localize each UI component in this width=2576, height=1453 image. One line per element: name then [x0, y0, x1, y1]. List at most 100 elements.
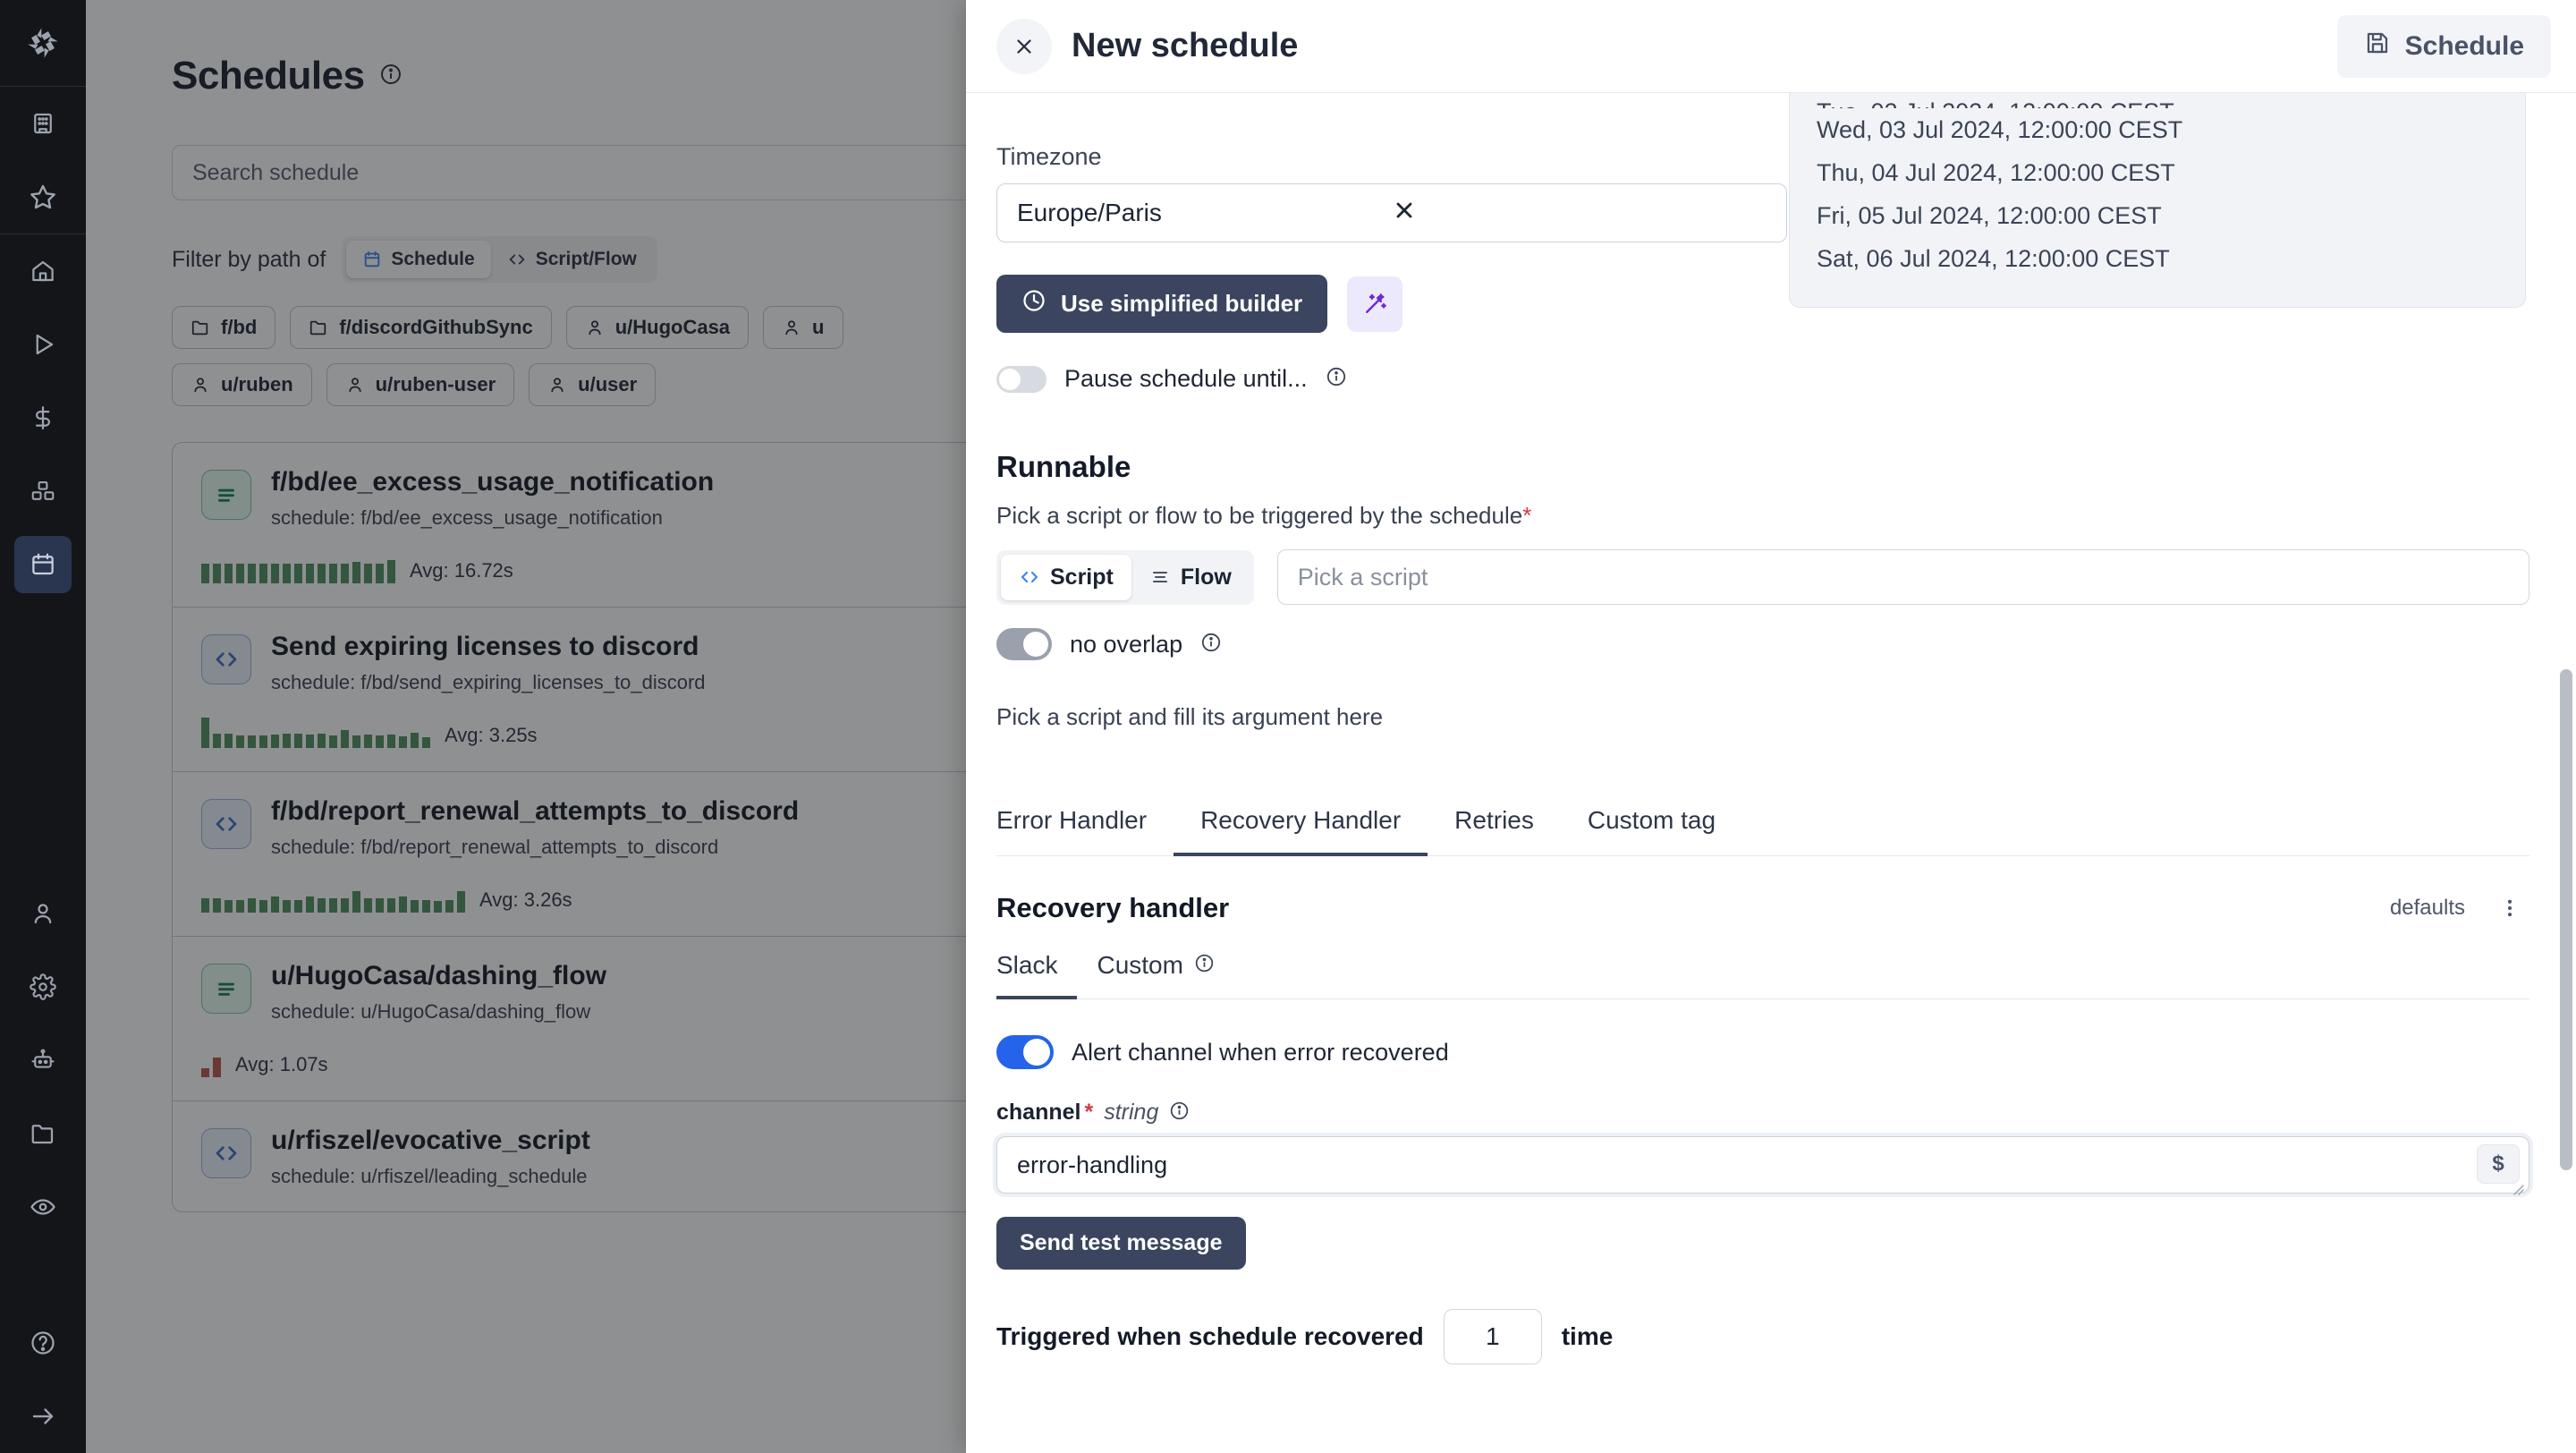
handler-tabs: Error Handler Recovery Handler Retries Cust… — [996, 806, 2529, 856]
search-placeholder: Search schedule — [192, 159, 360, 185]
expand-arrow-icon[interactable] — [14, 1388, 72, 1445]
channel-arg-type: string — [1104, 1100, 1159, 1125]
tab-error-handler[interactable]: Error Handler — [996, 806, 1148, 834]
duration-sparkline — [201, 553, 395, 583]
average-duration-label: Avg: 3.25s — [445, 724, 538, 746]
page-title-info-icon[interactable] — [379, 63, 402, 90]
alert-channel-label: Alert channel when error recovered — [1072, 1038, 1449, 1066]
sidebar-group-workspace — [0, 87, 86, 234]
path-chip[interactable]: u/ruben-user — [326, 363, 515, 406]
favorites-star-icon[interactable] — [14, 168, 72, 225]
path-chip[interactable]: u/user — [529, 363, 657, 406]
tab-custom-tag[interactable]: Custom tag — [1587, 806, 1716, 834]
path-chip[interactable]: u — [763, 306, 843, 349]
runnable-kind-flow[interactable]: Flow — [1131, 555, 1250, 600]
filter-segment-schedule-label: Schedule — [391, 249, 475, 269]
schedule-list-item[interactable]: Send expiring licenses to discord schedul… — [173, 608, 1566, 772]
runs-play-icon[interactable] — [14, 316, 72, 373]
tab-retries[interactable]: Retries — [1454, 806, 1534, 834]
recovery-sub-tab-slack[interactable]: Slack — [996, 951, 1078, 999]
schedule-list-item[interactable]: f/bd/ee_excess_usage_notification schedul… — [173, 443, 1566, 608]
channel-required-marker: * — [1084, 1100, 1094, 1125]
more-vertical-icon[interactable] — [2490, 888, 2529, 928]
drawer-scrollbar[interactable] — [2560, 186, 2572, 1453]
schedule-item-header: f/bd/ee_excess_usage_notification schedul… — [201, 466, 1538, 530]
schedule-item-name: f/bd/ee_excess_usage_notification — [271, 467, 715, 497]
schedule-item-path: schedule: f/bd/send_expiring_licenses_to… — [271, 671, 706, 693]
help-circle-icon[interactable] — [14, 1314, 72, 1372]
user-icon — [589, 320, 601, 336]
flow-icon — [201, 470, 251, 520]
script-picker-input[interactable]: Pick a script — [1276, 549, 2529, 605]
folder-icon — [310, 320, 326, 336]
schedule-item-stats: Avg: 3.25s — [201, 718, 1538, 748]
runnable-kind-segmented: Script Flow — [996, 549, 1254, 605]
next-run-date: Sat, 06 Jul 2024, 12:00:00 CEST — [1817, 245, 2170, 273]
info-icon[interactable] — [1326, 366, 1347, 392]
no-overlap-toggle[interactable] — [996, 628, 1052, 660]
schedule-list-item[interactable]: f/bd/report_renewal_attempts_to_discord s… — [173, 772, 1566, 937]
home-icon[interactable] — [14, 242, 72, 300]
left-sidebar — [0, 0, 86, 1453]
path-chip[interactable]: u/ruben — [172, 363, 312, 406]
path-chip[interactable]: u/HugoCasa — [565, 306, 750, 349]
new-schedule-drawer: New schedule Schedule Tue, 02 Jul 2024, … — [966, 0, 2576, 1453]
pause-schedule-toggle[interactable] — [996, 365, 1046, 393]
filter-segment-schedule[interactable]: Schedule — [346, 241, 491, 278]
next-run-date: Wed, 03 Jul 2024, 12:00:00 CEST — [1817, 116, 2183, 143]
duration-sparkline — [201, 882, 465, 913]
info-icon[interactable] — [1194, 951, 1215, 980]
save-floppy-icon — [2364, 30, 2391, 64]
timezone-value: Europe/Paris — [1017, 199, 1162, 226]
flow-icon — [201, 964, 251, 1014]
user-icon[interactable] — [14, 885, 72, 942]
next-run-date: Tue, 02 Jul 2024, 12:00:00 CEST — [1817, 93, 2498, 108]
settings-gear-icon[interactable] — [14, 958, 72, 1015]
resize-handle[interactable] — [2509, 1175, 2525, 1195]
recovery-handler-title: Recovery handler — [996, 892, 1230, 923]
sidebar-item-schedules[interactable] — [14, 536, 72, 593]
workers-robot-icon[interactable] — [14, 1032, 72, 1089]
schedule-list-item[interactable]: u/HugoCasa/dashing_flow schedule: u/HugoC… — [173, 937, 1566, 1101]
defaults-button[interactable]: defaults — [2389, 896, 2465, 920]
runnable-kind-script[interactable]: Script — [1001, 554, 1131, 600]
path-chip[interactable]: f/discordGithubSync — [290, 306, 552, 349]
average-duration-label: Avg: 3.26s — [479, 888, 572, 911]
schedule-item-header: f/bd/report_renewal_attempts_to_discord s… — [201, 795, 1538, 859]
runnable-title: Runnable — [996, 450, 1131, 483]
recovery-sub-tab-custom[interactable]: Custom — [1077, 951, 1233, 999]
alert-channel-row: Alert channel when error recovered — [996, 1035, 2529, 1069]
pricing-dollar-icon[interactable] — [14, 389, 72, 446]
info-icon[interactable] — [1169, 1100, 1190, 1126]
folders-icon[interactable] — [14, 1105, 72, 1162]
clear-x-icon[interactable] — [1392, 198, 1767, 229]
trigger-count-input[interactable]: 1 — [1443, 1309, 1542, 1364]
channel-input[interactable]: error-handling $ — [996, 1136, 2529, 1195]
path-chip[interactable]: f/bd — [172, 306, 276, 349]
user-icon — [349, 378, 361, 393]
sidebar-group-bottom — [0, 877, 86, 1453]
schedule-item-name: f/bd/report_renewal_attempts_to_discord — [271, 796, 800, 826]
insert-variable-dollar-button[interactable]: $ — [2477, 1144, 2520, 1184]
use-simplified-builder-button[interactable]: Use simplified builder — [996, 275, 1328, 333]
alert-channel-toggle[interactable] — [996, 1035, 1054, 1069]
drawer-body: Tue, 02 Jul 2024, 12:00:00 CEST Wed, 03 J… — [966, 93, 2576, 1453]
tab-recovery-handler[interactable]: Recovery Handler — [1174, 806, 1428, 856]
send-test-message-button[interactable]: Send test message — [996, 1217, 1246, 1270]
recovery-sub-tab-custom-label: Custom — [1097, 951, 1183, 979]
windmill-logo-icon[interactable] — [0, 0, 86, 86]
close-icon[interactable] — [996, 18, 1052, 74]
path-chip-label: f/bd — [221, 316, 258, 338]
schedule-list-item[interactable]: u/rfiszel/evocative_script schedule: u/rf… — [173, 1101, 1566, 1211]
audit-eye-icon[interactable] — [14, 1178, 72, 1236]
runnable-kind-flow-label: Flow — [1180, 564, 1232, 590]
save-schedule-button[interactable]: Schedule — [2336, 14, 2551, 78]
resources-boxes-icon[interactable] — [14, 463, 72, 520]
filter-segment-script-flow[interactable]: Script/Flow — [491, 241, 653, 278]
info-icon[interactable] — [1200, 632, 1222, 658]
workspace-building-icon[interactable] — [14, 95, 72, 152]
no-overlap-label: no overlap — [1070, 630, 1183, 658]
schedule-item-header: u/HugoCasa/dashing_flow schedule: u/HugoC… — [201, 960, 1538, 1024]
timezone-input[interactable]: Europe/Paris — [996, 183, 1787, 242]
magic-wand-icon[interactable] — [1347, 276, 1403, 332]
